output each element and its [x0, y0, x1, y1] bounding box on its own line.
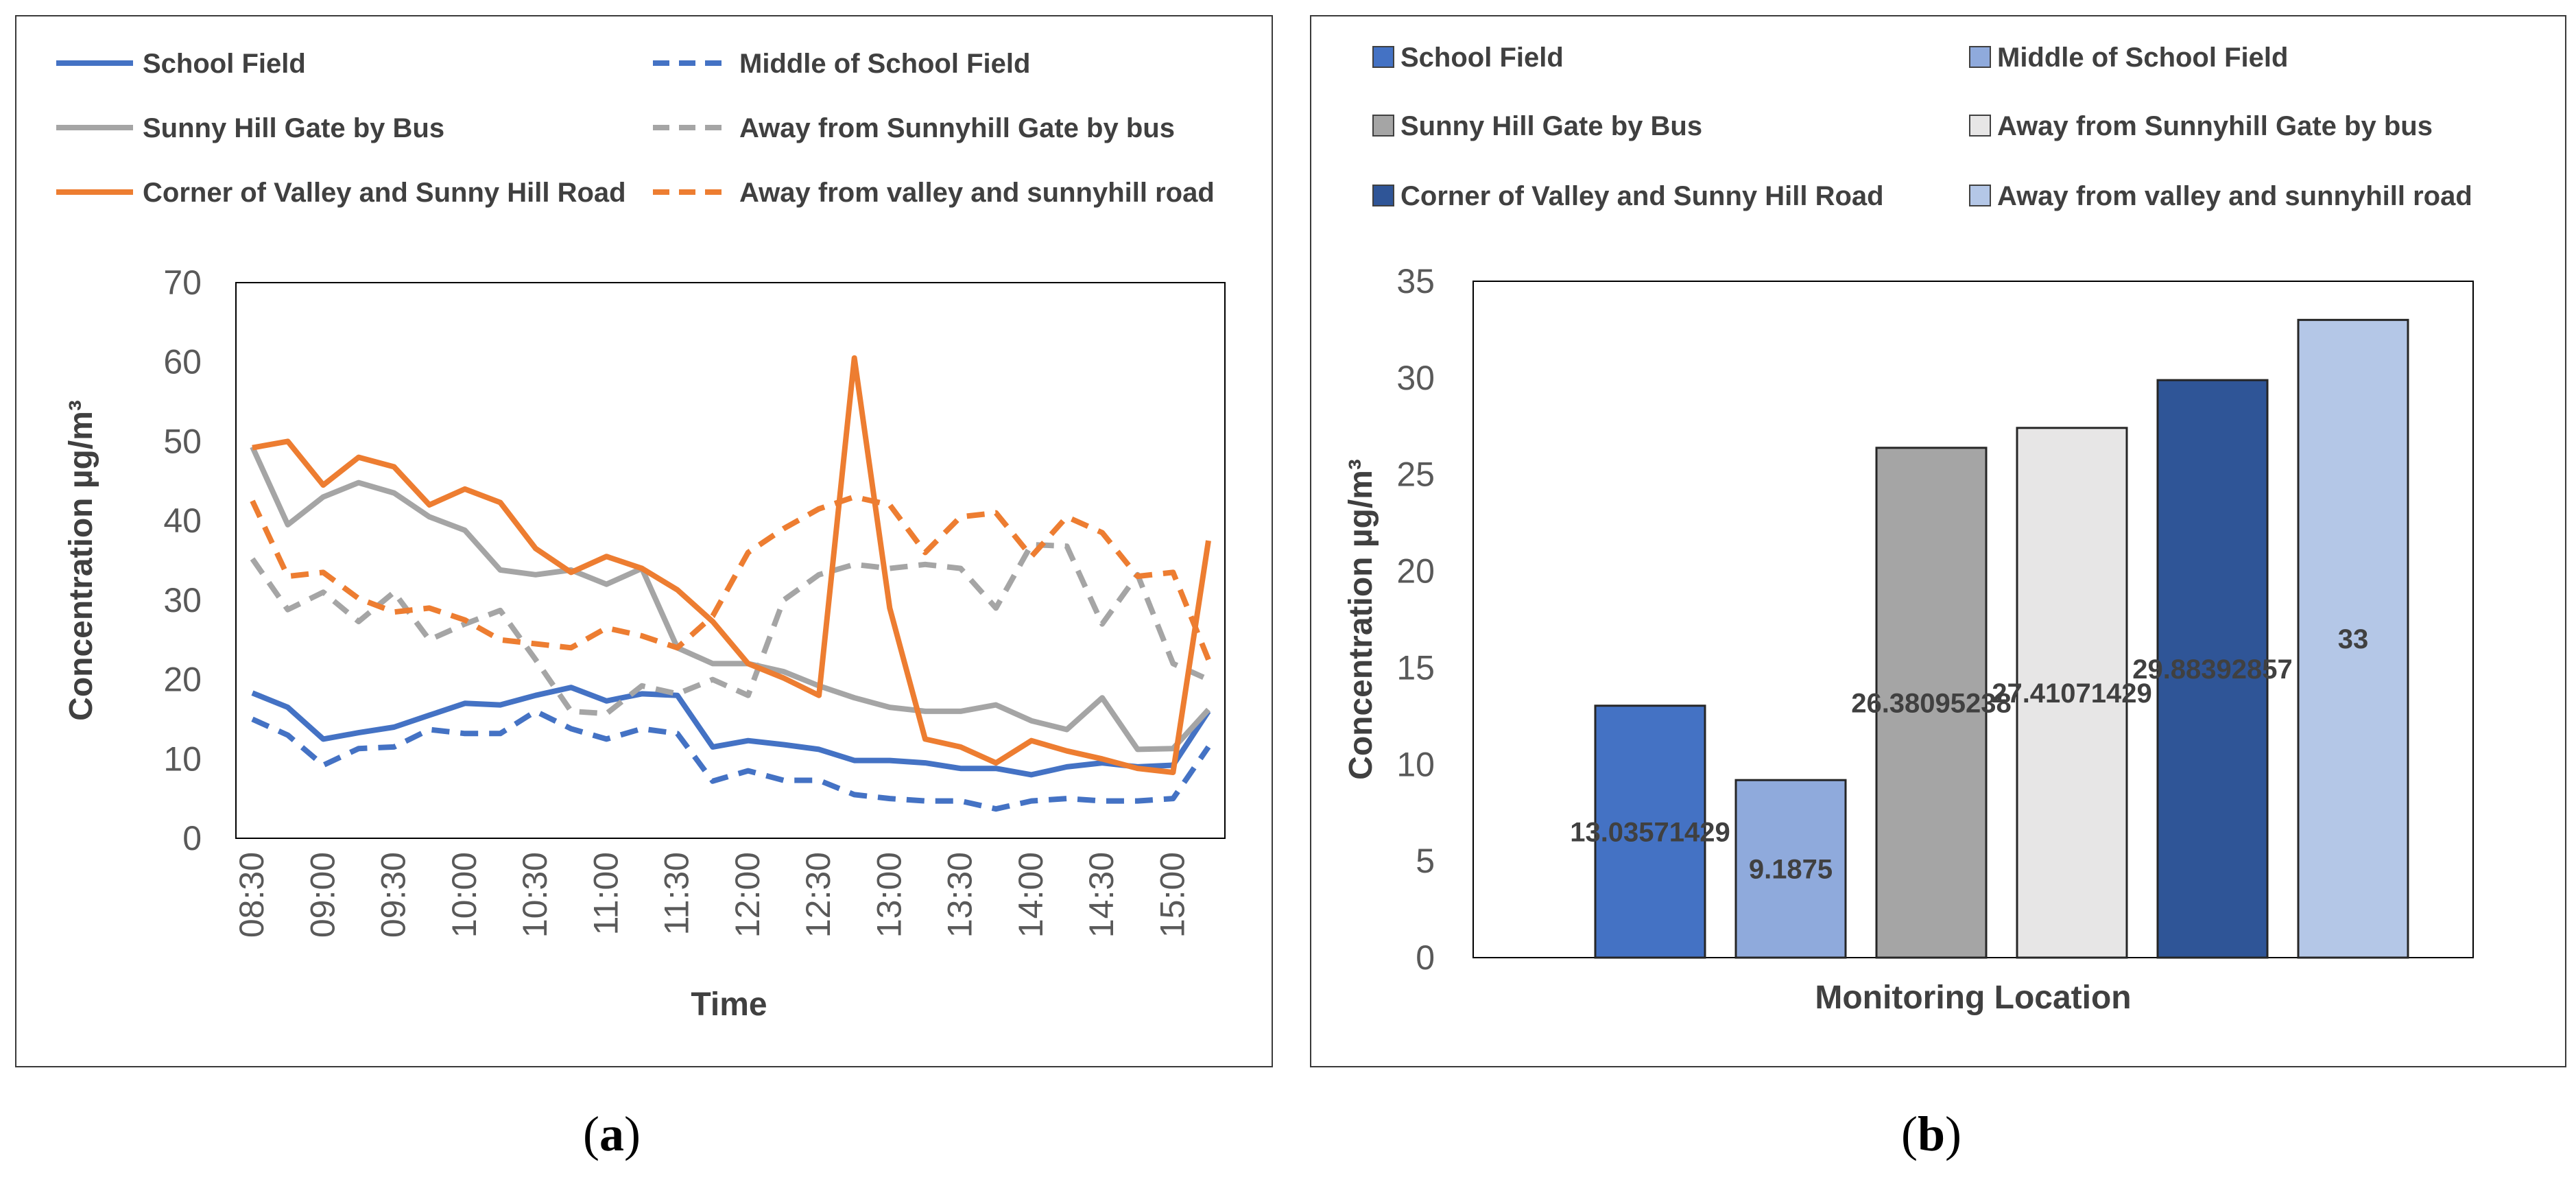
data-label-1: 9.1875 [1749, 855, 1833, 885]
legend-label-2: Sunny Hill Gate by Bus [143, 113, 444, 143]
bar-chart-panel: School Field Middle of School Field Sunny … [1310, 15, 2566, 1067]
data-label-4: 29.88392857 [2132, 654, 2293, 685]
x-tick-label: 09:30 [374, 852, 413, 938]
x-tick-label: 14:30 [1082, 852, 1121, 938]
data-label-5: 33 [2338, 624, 2369, 654]
y-tick-label: 70 [163, 263, 202, 302]
legend-label-5: Away from valley and sunnyhill road [739, 178, 1215, 208]
y-tick-label: 60 [163, 343, 202, 381]
y-tick-label: 25 [1396, 455, 1435, 494]
caption-a: (a) [583, 1106, 641, 1161]
caption-b: (b) [1900, 1106, 1961, 1161]
series-line-5 [250, 494, 1211, 661]
data-label-3: 27.41071429 [1992, 678, 2152, 709]
plot-area-frame [235, 282, 1226, 839]
legend-label-0: School Field [143, 49, 306, 79]
y-tick-label: 50 [163, 422, 202, 460]
y-tick-label: 15 [1396, 648, 1435, 687]
y-tick-label: 20 [1396, 552, 1435, 591]
x-tick-label: 13:00 [870, 852, 908, 938]
legend-label-5: Away from valley and sunnyhill road [1997, 181, 2472, 211]
x-tick-label: 12:30 [799, 852, 837, 938]
bar-4 [2156, 379, 2269, 959]
x-tick-label: 09:00 [303, 852, 342, 938]
y-tick-label: 30 [163, 581, 202, 619]
y-tick-label: 0 [1416, 938, 1435, 977]
series-line-3 [250, 541, 1210, 717]
caption-b-label: b [1917, 1106, 1946, 1161]
y-tick-label: 35 [1396, 262, 1435, 300]
legend-swatch-0 [1372, 46, 1394, 68]
x-axis-title: Time [691, 986, 767, 1023]
legend-swatch-5 [1969, 185, 1991, 206]
line-chart: School Field Middle of School Field Sunny … [56, 49, 1226, 1023]
data-label-0: 13.03571429 [1570, 817, 1730, 847]
y-axis-title: Concentration µg/m³ [1343, 459, 1379, 780]
x-tick-label: 13:30 [941, 852, 979, 938]
legend-label-1: Middle of School Field [739, 49, 1030, 79]
x-tick-label: 12:00 [728, 852, 767, 938]
data-label-2: 26.38095238 [1851, 688, 2012, 718]
caption-a-label: a [599, 1106, 624, 1161]
y-tick-label: 10 [163, 739, 202, 778]
legend-swatch-3 [1969, 115, 1991, 137]
line-chart-panel: School Field Middle of School Field Sunny … [15, 15, 1273, 1067]
legend-label-0: School Field [1400, 43, 1564, 73]
y-tick-label: 40 [163, 501, 202, 540]
series-line-2 [250, 445, 1211, 753]
bar-1 [1734, 779, 1847, 959]
y-tick-label: 30 [1396, 359, 1435, 397]
x-tick-label: 10:30 [516, 852, 554, 938]
legend-label-4: Corner of Valley and Sunny Hill Road [1400, 181, 1884, 211]
legend-swatch-2 [1372, 115, 1394, 137]
y-tick-label: 5 [1416, 842, 1435, 880]
y-axis-title: Concentration µg/m³ [63, 400, 99, 721]
legend-label-3: Away from Sunnyhill Gate by bus [739, 113, 1175, 143]
x-tick-label: 14:00 [1012, 852, 1050, 938]
y-tick-label: 20 [163, 661, 202, 699]
legend-label-3: Away from Sunnyhill Gate by bus [1997, 111, 2433, 141]
bar-5 [2297, 318, 2409, 959]
x-axis-title: Monitoring Location [1815, 980, 2131, 1016]
legend-label-2: Sunny Hill Gate by Bus [1400, 111, 1702, 141]
x-tick-label: 11:30 [658, 852, 696, 935]
x-tick-label: 08:30 [232, 852, 271, 938]
x-tick-label: 11:00 [586, 852, 625, 935]
y-tick-label: 0 [182, 819, 202, 857]
bar-0 [1594, 705, 1706, 959]
legend-label-4: Corner of Valley and Sunny Hill Road [143, 178, 626, 208]
series-line-1 [251, 708, 1211, 812]
series-line-4 [252, 355, 1211, 775]
bar-chart: School Field Middle of School Field Sunny … [1343, 43, 2474, 1016]
x-tick-label: 10:00 [445, 852, 484, 938]
y-tick-label: 10 [1396, 745, 1435, 783]
legend-swatch-4 [1372, 185, 1394, 206]
x-tick-label: 15:00 [1153, 852, 1191, 938]
bar-2 [1875, 447, 1988, 959]
legend-swatch-1 [1969, 46, 1991, 68]
legend-label-1: Middle of School Field [1997, 43, 2288, 73]
bar-3 [2016, 427, 2128, 959]
series-line-0 [251, 685, 1211, 778]
